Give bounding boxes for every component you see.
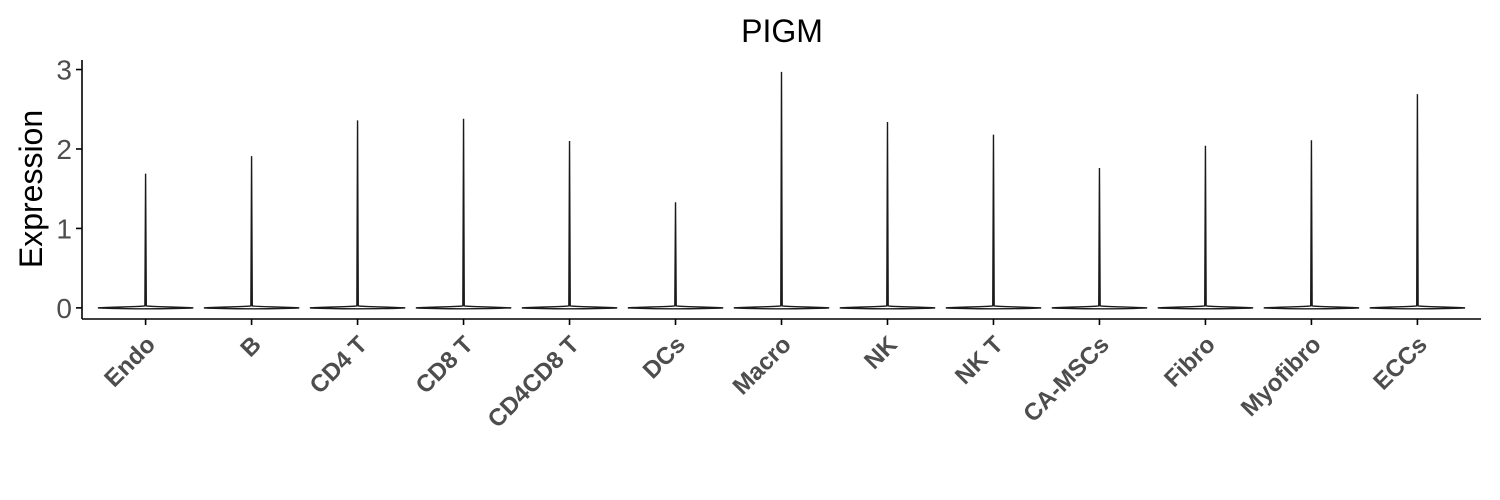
violin-b — [203, 156, 300, 310]
violins — [97, 71, 1466, 310]
violin-cd8-t — [415, 118, 512, 310]
y-tick-label: 2 — [56, 134, 72, 165]
x-tick-label: CD4CD8 T — [483, 331, 585, 433]
x-tick-label: CD8 T — [411, 331, 479, 399]
violin-nk — [839, 121, 936, 310]
violin-macro — [733, 71, 830, 310]
x-tick-label: Myofibro — [1236, 331, 1327, 422]
violin-myofibro — [1263, 140, 1360, 310]
y-tick-label: 0 — [56, 293, 72, 324]
y-axis-label: Expression — [13, 110, 49, 268]
violin-dcs — [627, 202, 724, 310]
violin-fibro — [1157, 145, 1254, 310]
x-tick-label: Endo — [99, 331, 161, 393]
violin-ca-mscs — [1051, 168, 1148, 310]
violin-cd4cd8-t — [521, 141, 618, 310]
chart-title: PIGM — [741, 13, 823, 49]
x-tick-label: NK T — [950, 331, 1009, 390]
x-tick-label: NK — [859, 331, 903, 375]
x-tick-label: Fibro — [1159, 331, 1221, 393]
x-tick-label: CA-MSCs — [1018, 331, 1114, 427]
x-tick-label: CD4 T — [305, 331, 373, 399]
y-axis-ticks: 0 1 2 3 — [56, 55, 82, 324]
x-tick-label: DCs — [638, 331, 691, 384]
x-tick-label: Macro — [728, 331, 797, 400]
y-tick-label: 1 — [56, 213, 72, 244]
y-tick-label: 3 — [56, 55, 72, 86]
violin-nk-t — [945, 134, 1042, 310]
violin-eccs — [1369, 94, 1466, 310]
violin-cd4-t — [309, 120, 406, 310]
x-tick-label: ECCs — [1368, 331, 1432, 395]
violin-endo — [97, 173, 194, 310]
x-tick-label: B — [235, 331, 266, 362]
x-axis-ticks: Endo B CD4 T CD8 T CD4CD8 T DCs Macro NK NK T CA-… — [99, 319, 1433, 433]
